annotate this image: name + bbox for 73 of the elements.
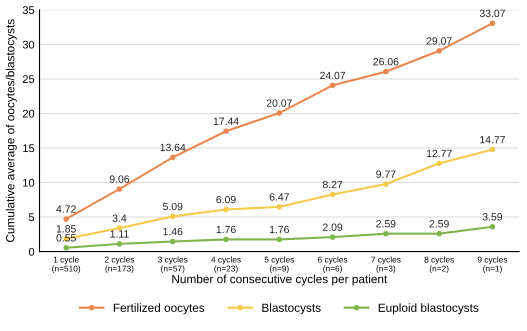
- point: [223, 128, 229, 134]
- point: [63, 244, 69, 251]
- x-tick-label: 6 cycles (n=6): [318, 256, 348, 274]
- data-label: 3.59: [482, 213, 502, 221]
- data-label: 3.4: [112, 214, 126, 222]
- data-label: 4.72: [56, 205, 76, 213]
- data-label: 1.85: [56, 225, 76, 233]
- point: [276, 204, 282, 210]
- data-label: 29.07: [426, 37, 452, 45]
- data-label: 2.59: [376, 220, 396, 228]
- data-label: 13.64: [160, 144, 186, 152]
- x-axis-title: Number of consecutive cycles per patient: [172, 274, 388, 286]
- legend-label: Euploid blastocysts: [378, 303, 478, 314]
- y-tick-label: 25: [22, 75, 34, 84]
- point: [383, 230, 389, 236]
- y-tick-label: 5: [28, 213, 34, 222]
- data-label: 1.76: [216, 226, 236, 234]
- y-tick-label: 35: [22, 6, 34, 14]
- x-tick-label: 4 cycles (n=23): [211, 256, 241, 274]
- data-label: 5.09: [163, 202, 182, 210]
- y-axis-title: Cumulative average of oocytes/blastocysts: [6, 19, 17, 242]
- x-tick-label: 7 cycles (n=3): [371, 256, 401, 274]
- y-tick-label: 30: [22, 40, 34, 49]
- data-label: 9.06: [110, 175, 130, 183]
- legend-label: Fertilized oocytes: [114, 303, 204, 314]
- x-tick-label: 9 cycles (n=1): [478, 256, 508, 274]
- point: [330, 192, 336, 198]
- y-tick-label: 0: [28, 248, 34, 256]
- point: [223, 206, 229, 212]
- point: [436, 48, 442, 54]
- data-label: 17.44: [214, 118, 239, 125]
- point: [116, 186, 122, 192]
- x-tick-label: 8 cycles (n=2): [424, 256, 454, 274]
- x-tick-label: 2 cycles (n=173): [104, 256, 134, 274]
- y-tick-label: 10: [23, 178, 34, 187]
- point: [116, 241, 122, 247]
- point: [436, 160, 442, 166]
- data-label: 12.77: [426, 150, 452, 158]
- point: [63, 216, 69, 222]
- data-label: 1.11: [110, 230, 129, 238]
- data-label: 26.06: [373, 58, 398, 66]
- data-label: 33.07: [480, 10, 505, 18]
- point: [490, 224, 496, 230]
- data-label: 20.07: [266, 99, 292, 107]
- data-label: 8.27: [322, 180, 342, 188]
- data-label: 2.59: [430, 220, 449, 228]
- point: [276, 110, 282, 116]
- data-label: 14.77: [480, 136, 505, 144]
- x-tick-label: 3 cycles (n=57): [158, 256, 188, 274]
- point: [223, 236, 229, 242]
- point: [276, 236, 282, 242]
- point: [383, 68, 389, 74]
- data-label: 1.46: [163, 228, 182, 236]
- point: [330, 82, 336, 88]
- point: [170, 238, 176, 244]
- legend-label: Blastocysts: [262, 303, 321, 314]
- x-tick-label: 1 cycle (n=510): [52, 256, 80, 274]
- point: [330, 234, 336, 240]
- data-label: 9.77: [376, 170, 396, 178]
- data-label: 24.07: [320, 72, 346, 80]
- point: [170, 214, 176, 220]
- data-label: 1.76: [270, 226, 289, 234]
- y-tick-label: 20: [22, 110, 34, 118]
- point: [170, 154, 176, 160]
- point: [383, 181, 389, 187]
- data-label: 6.47: [270, 193, 289, 201]
- data-label: 2.09: [322, 224, 342, 231]
- point: [490, 20, 496, 26]
- point: [436, 230, 442, 236]
- point: [490, 146, 496, 152]
- y-tick-label: 15: [23, 144, 34, 152]
- x-tick-label: 5 cycles (n=9): [264, 256, 294, 274]
- data-label: 6.09: [216, 196, 236, 204]
